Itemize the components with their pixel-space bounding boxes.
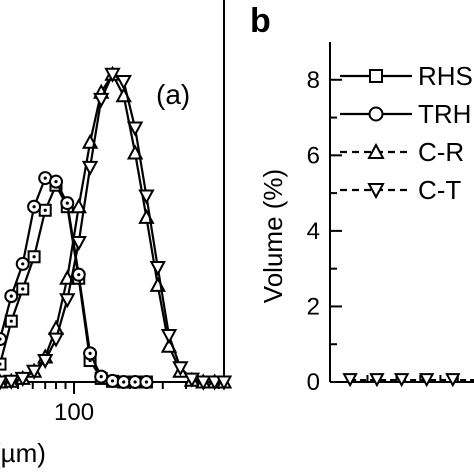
panel-a-series-line — [0, 72, 224, 384]
panel-b-point — [393, 373, 410, 388]
panel-a-point-center-dot — [65, 201, 69, 205]
panel-a-point-center-dot — [32, 205, 36, 209]
panel-a-point — [115, 74, 132, 91]
panel-a-series — [0, 65, 233, 391]
panel-b-point — [342, 373, 358, 388]
panel-a-point-center-dot — [9, 294, 13, 298]
panel-a-point — [183, 372, 201, 388]
panel-a-point — [14, 371, 31, 388]
legend-label: RHS — [418, 61, 473, 91]
panel-a-point — [25, 364, 43, 380]
legend-label: C-R — [418, 137, 464, 167]
panel-a-series-triangle-down — [0, 67, 233, 391]
panel-a: 100 (µm) (a) — [0, 0, 233, 468]
panel-a-x-tick-label: 100 — [54, 399, 94, 426]
panel-a-point — [81, 160, 99, 176]
legend-label: TRH — [418, 99, 471, 129]
panel-a-point — [59, 293, 76, 309]
panel-b-y-axis-label: Volume (%) — [258, 169, 288, 303]
legend-entry: C-R — [340, 137, 464, 167]
panel-a-label: (a) — [156, 79, 190, 110]
legend-label: C-T — [418, 175, 461, 205]
panel-a-point-center-dot — [110, 379, 115, 383]
panel-a-point-center-dot — [144, 380, 149, 384]
panel-a-point — [206, 375, 223, 391]
panel-a-point — [160, 328, 178, 345]
panel-a-series-triangle-up — [0, 65, 233, 389]
panel-a-point-center-dot — [9, 319, 13, 323]
panel-a-point-center-dot — [77, 273, 81, 277]
panel-a-x-axis-label: (µm) — [0, 438, 46, 468]
legend-marker — [369, 69, 383, 83]
legend-marker — [368, 106, 384, 122]
panel-a-point-center-dot — [54, 180, 58, 184]
panel-a-point — [104, 67, 121, 83]
panel-a-point-center-dot — [0, 337, 2, 341]
legend-entry: RHS — [340, 61, 473, 91]
panel-a-point-center-dot — [122, 380, 126, 384]
panel-a-point — [195, 375, 212, 391]
panel-a-series-line — [0, 72, 224, 384]
panel-a-point — [215, 375, 233, 391]
panel-b-y-ticks: 0 2 4 6 8 — [307, 67, 342, 396]
panel-a-point-center-dot — [88, 351, 92, 355]
panel-b-series — [342, 373, 474, 388]
panel-b-y-tick-label: 8 — [307, 67, 320, 94]
legend-entry: C-T — [340, 175, 461, 205]
panel-a-point-center-dot — [99, 375, 103, 379]
panel-b-y-tick-label: 2 — [307, 293, 320, 320]
panel-b-point — [369, 373, 385, 388]
panel-a-point-center-dot — [43, 208, 47, 212]
panel-b-point — [418, 373, 435, 388]
panel-a-point-center-dot — [21, 262, 25, 266]
panel-a-point — [70, 198, 87, 214]
panel-a-point-center-dot — [32, 255, 36, 259]
panel-b-y-tick-label: 6 — [307, 142, 320, 169]
panel-a-point — [126, 121, 144, 137]
panel-a-point-center-dot — [43, 176, 47, 180]
panel-a-point — [70, 235, 87, 252]
panel-a-point — [149, 261, 166, 277]
panel-b-legend: RHS TRH C-R C-T — [340, 61, 473, 205]
panel-a-point — [0, 332, 7, 347]
legend-marker — [367, 142, 385, 159]
panel-a-point — [0, 375, 9, 391]
panel-b-y-tick-label: 0 — [307, 369, 320, 396]
panel-a-point — [93, 92, 110, 108]
panel-a-point — [138, 189, 155, 205]
panel-a-point-center-dot — [21, 287, 25, 291]
panel-a-point-center-dot — [133, 380, 137, 384]
panel-a-point — [37, 354, 54, 370]
panel-a-point — [172, 361, 189, 377]
panel-b-y-tick-label: 4 — [307, 218, 320, 245]
panel-b-series-triangle-down — [342, 373, 474, 388]
panel-b-point — [445, 373, 461, 388]
panel-a-point-center-dot — [0, 362, 2, 366]
panel-a-point — [3, 374, 20, 390]
legend-entry: TRH — [340, 99, 471, 129]
panel-b-letter: b — [250, 2, 271, 40]
panel-a-point — [0, 357, 7, 371]
legend-marker — [367, 183, 385, 200]
panel-a-point — [47, 332, 65, 348]
